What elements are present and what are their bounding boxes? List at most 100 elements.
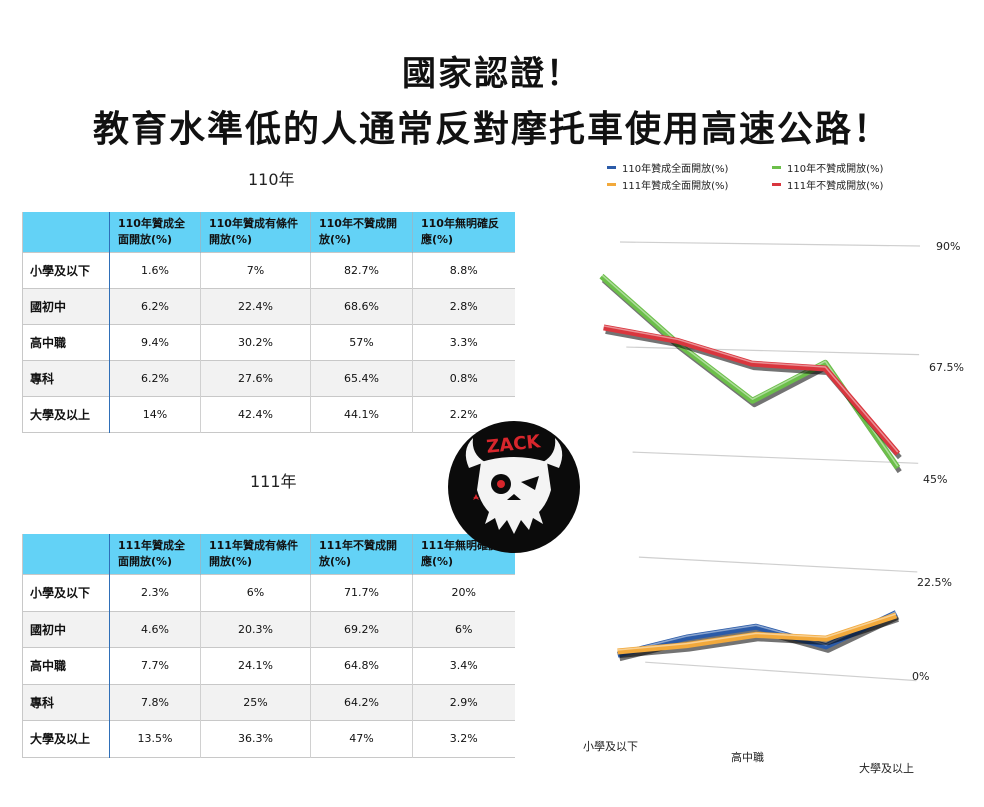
table-cell: 20.3%: [200, 610, 311, 648]
table-cell: 25%: [200, 683, 311, 721]
table-row: 高中職 9.4% 30.2% 57% 3.3%: [22, 324, 515, 361]
table-110: 110年贊成全面開放(%) 110年贊成有條件開放(%) 110年不贊成開放(%…: [22, 212, 515, 433]
table-111-year-label: 111年: [250, 472, 297, 491]
row-label: 大學及以上: [22, 396, 110, 433]
series-line: [599, 273, 901, 470]
table-cell: 2.3%: [109, 574, 201, 611]
table-header-cell: 110年贊成有條件開放(%): [200, 212, 311, 253]
table-row: 小學及以下 1.6% 7% 82.7% 8.8%: [22, 252, 515, 289]
row-label: 專科: [22, 683, 110, 721]
row-label: 小學及以下: [22, 252, 110, 289]
legend-swatch: [772, 166, 781, 169]
table-110-year-label: 110年: [248, 170, 295, 189]
table-cell: 7.8%: [109, 683, 201, 721]
x-tick-label: 大學及以上: [859, 762, 914, 775]
legend-label: 111年不贊成開放(%): [787, 181, 884, 192]
table-row: 小學及以下 2.3% 6% 71.7% 20%: [22, 574, 515, 611]
table-cell: 22.4%: [200, 288, 311, 325]
series-line: [617, 612, 898, 655]
headline-line-1: 國家認證！: [402, 54, 582, 94]
y-tick-label: 90%: [936, 240, 961, 253]
table-cell: 69.2%: [310, 610, 413, 648]
table-cell: 68.6%: [310, 288, 413, 325]
y-tick-label: 22.5%: [917, 576, 952, 589]
table-header-cell: 110年贊成全面開放(%): [109, 212, 201, 253]
table-row: 高中職 7.7% 24.1% 64.8% 3.4%: [22, 647, 515, 684]
legend-item: 111年贊成全面開放(%): [607, 177, 728, 192]
grid-line: [638, 556, 918, 573]
row-label: 大學及以上: [22, 720, 110, 757]
table-header-cell: 110年無明確反應(%): [412, 212, 515, 253]
series-line: [603, 324, 901, 456]
table-cell: 27.6%: [200, 360, 311, 397]
table-row: 國初中 4.6% 20.3% 69.2% 6%: [22, 610, 515, 648]
table-cell: 6.2%: [109, 360, 201, 397]
table-cell: 7%: [200, 252, 311, 289]
table-row: 專科 7.8% 25% 64.2% 2.9%: [22, 683, 515, 721]
table-cell: 7.7%: [109, 647, 201, 684]
row-label: 小學及以下: [22, 574, 110, 611]
legend-swatch: [607, 183, 616, 186]
series-line-highlight: [617, 613, 897, 651]
legend-item: 110年贊成全面開放(%): [607, 160, 728, 175]
table-cell: 1.6%: [109, 252, 201, 289]
table-cell: 24.1%: [200, 647, 311, 684]
grid-line: [645, 661, 917, 682]
table-header-cell: 111年贊成全面開放(%): [109, 534, 201, 575]
legend-label: 111年贊成全面開放(%): [622, 181, 729, 192]
table-header-cell: 111年不贊成開放(%): [310, 534, 413, 575]
grid-line: [626, 346, 920, 356]
table-header-cell: [22, 534, 110, 575]
legend-item: 110年不贊成開放(%): [772, 160, 883, 175]
table-cell: 6.2%: [109, 288, 201, 325]
legend-label: 110年贊成全面開放(%): [622, 164, 729, 175]
table-cell: 3.3%: [412, 324, 515, 361]
table-cell: 64.2%: [310, 683, 413, 721]
table-row: 專科 6.2% 27.6% 65.4% 0.8%: [22, 360, 515, 397]
table-header-row: 111年贊成全面開放(%) 111年贊成有條件開放(%) 111年不贊成開放(%…: [22, 534, 515, 575]
table-cell: 6%: [200, 574, 311, 611]
table-header-cell: 110年不贊成開放(%): [310, 212, 413, 253]
bull-skull-logo-icon: ZACK: [447, 420, 581, 554]
table-cell: 65.4%: [310, 360, 413, 397]
series-line-highlight: [603, 325, 899, 453]
table-cell: 0.8%: [412, 360, 515, 397]
table-cell: 82.7%: [310, 252, 413, 289]
row-label: 國初中: [22, 610, 110, 648]
table-cell: 36.3%: [200, 720, 311, 757]
table-cell: 6%: [412, 610, 515, 648]
table-cell: 20%: [412, 574, 515, 611]
table-cell: 71.7%: [310, 574, 413, 611]
x-tick-label: 小學及以下: [583, 740, 638, 753]
x-tick-label: 高中職: [731, 751, 764, 764]
table-cell: 2.9%: [412, 683, 515, 721]
row-label: 國初中: [22, 288, 110, 325]
table-row: 大學及以上 14% 42.4% 44.1% 2.2%: [22, 396, 515, 433]
grid-line: [619, 241, 921, 247]
series-ribbon-edge: [619, 617, 899, 658]
row-label: 高中職: [22, 324, 110, 361]
table-cell: 47%: [310, 720, 413, 757]
legend-swatch: [607, 166, 616, 169]
table-cell: 64.8%: [310, 647, 413, 684]
table-header-row: 110年贊成全面開放(%) 110年贊成有條件開放(%) 110年不贊成開放(%…: [22, 212, 515, 253]
grid-line: [632, 451, 919, 464]
table-cell: 13.5%: [109, 720, 201, 757]
table-cell: 9.4%: [109, 324, 201, 361]
table-cell: 8.8%: [412, 252, 515, 289]
series-ribbon-edge: [601, 278, 902, 474]
table-cell: 44.1%: [310, 396, 413, 433]
legend-swatch: [772, 183, 781, 186]
row-label: 專科: [22, 360, 110, 397]
table-cell: 30.2%: [200, 324, 311, 361]
legend-label: 110年不贊成開放(%): [787, 164, 884, 175]
table-111: 111年贊成全面開放(%) 111年贊成有條件開放(%) 111年不贊成開放(%…: [22, 534, 515, 758]
y-tick-label: 0%: [912, 670, 930, 683]
headline-line-2: 教育水準低的人通常反對摩托車使用高速公路！: [92, 109, 891, 150]
legend-item: 111年不贊成開放(%): [772, 177, 883, 192]
table-row: 國初中 6.2% 22.4% 68.6% 2.8%: [22, 288, 515, 325]
table-cell: 57%: [310, 324, 413, 361]
table-cell: 3.2%: [412, 720, 515, 757]
table-header-cell: [22, 212, 110, 253]
